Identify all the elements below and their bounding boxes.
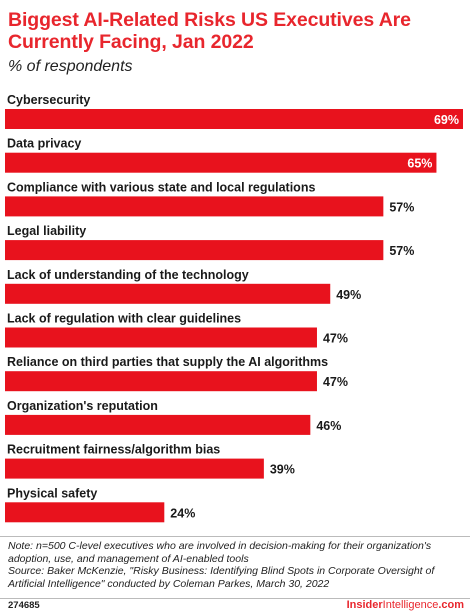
value-label: 57% xyxy=(389,200,414,214)
category-label: Data privacy xyxy=(7,137,81,151)
category-label: Organization's reputation xyxy=(7,399,158,413)
category-label: Reliance on third parties that supply th… xyxy=(7,355,328,369)
value-label: 24% xyxy=(170,506,195,520)
value-label: 47% xyxy=(323,375,348,389)
brand-bold: Insider xyxy=(346,599,383,611)
bar xyxy=(5,414,311,435)
chart-id: 274685 xyxy=(8,600,40,611)
value-label: 46% xyxy=(316,419,341,433)
note-text: Note: n=500 C-level executives who are i… xyxy=(8,540,432,565)
brand-logo: InsiderIntelligence.com xyxy=(347,599,464,611)
category-label: Physical safety xyxy=(7,486,97,500)
bar xyxy=(5,109,463,129)
bar xyxy=(5,196,384,217)
bar xyxy=(5,327,317,348)
category-label: Lack of understanding of the technology xyxy=(7,268,249,282)
footer-divider xyxy=(0,536,470,537)
bar xyxy=(5,458,264,479)
category-label: Lack of regulation with clear guidelines xyxy=(7,312,241,326)
value-label: 69% xyxy=(434,113,459,127)
bar xyxy=(5,283,331,304)
bar xyxy=(5,240,384,261)
value-label: 49% xyxy=(336,288,361,302)
bar xyxy=(5,502,165,523)
footnote: Note: n=500 C-level executives who are i… xyxy=(8,540,466,590)
category-label: Compliance with various state and local … xyxy=(7,180,315,194)
value-label: 57% xyxy=(389,244,414,258)
bar xyxy=(5,152,437,173)
category-label: Recruitment fairness/algorithm bias xyxy=(7,443,220,457)
brand-domain: .com xyxy=(438,599,464,611)
brand-thin: Intelligence xyxy=(382,599,439,611)
chart-title: Biggest AI-Related Risks US Executives A… xyxy=(8,9,411,53)
category-label: Legal liability xyxy=(7,224,86,238)
source-text: Source: Baker McKenzie, "Risky Business:… xyxy=(8,565,435,590)
bottom-divider xyxy=(0,598,470,599)
bar xyxy=(5,371,317,392)
bar-chart: Cybersecurity 69% Data privacy 65% Complianc… xyxy=(5,93,463,523)
value-label: 65% xyxy=(407,157,432,171)
category-label: Cybersecurity xyxy=(7,93,90,107)
value-label: 47% xyxy=(323,332,348,346)
chart-subtitle: % of respondents xyxy=(8,58,133,75)
value-label: 39% xyxy=(270,463,295,477)
